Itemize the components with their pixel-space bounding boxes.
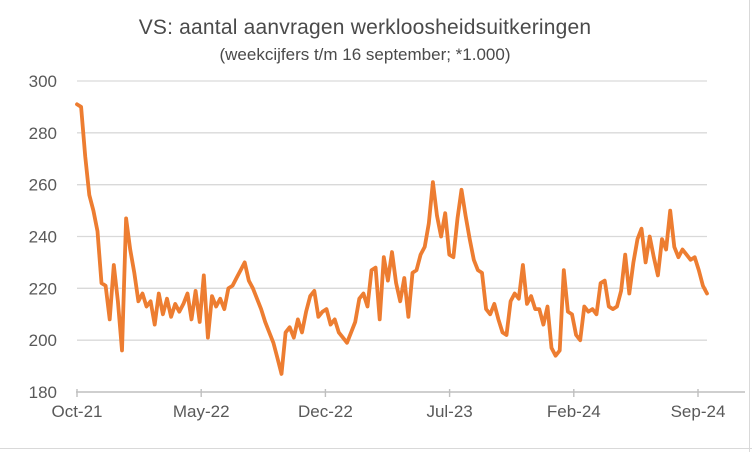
chart-subtitle: (weekcijfers t/m 16 september; *1.000) bbox=[219, 45, 511, 64]
chart-border-bottom bbox=[0, 448, 752, 449]
x-tick-label-Oct-21: Oct-21 bbox=[51, 402, 102, 421]
y-tick-label-280: 280 bbox=[29, 124, 57, 143]
x-tick-label-Dec-22: Dec-22 bbox=[298, 402, 353, 421]
chart-border-right bbox=[749, 0, 750, 452]
chart-title: VS: aantal aanvragen werkloosheidsuitker… bbox=[138, 16, 592, 39]
y-tick-label-200: 200 bbox=[29, 331, 57, 350]
y-tick-label-240: 240 bbox=[29, 228, 57, 247]
claims-series-line bbox=[75, 102, 709, 376]
y-tick-label-180: 180 bbox=[29, 383, 57, 402]
x-tick-label-Feb-24: Feb-24 bbox=[547, 402, 601, 421]
x-tick-label-Sep-24: Sep-24 bbox=[671, 402, 726, 421]
y-tick-label-300: 300 bbox=[29, 72, 57, 91]
y-tick-label-220: 220 bbox=[29, 279, 57, 298]
x-tick-label-May-22: May-22 bbox=[173, 402, 230, 421]
y-tick-label-260: 260 bbox=[29, 176, 57, 195]
x-tick-label-Jul-23: Jul-23 bbox=[426, 402, 472, 421]
